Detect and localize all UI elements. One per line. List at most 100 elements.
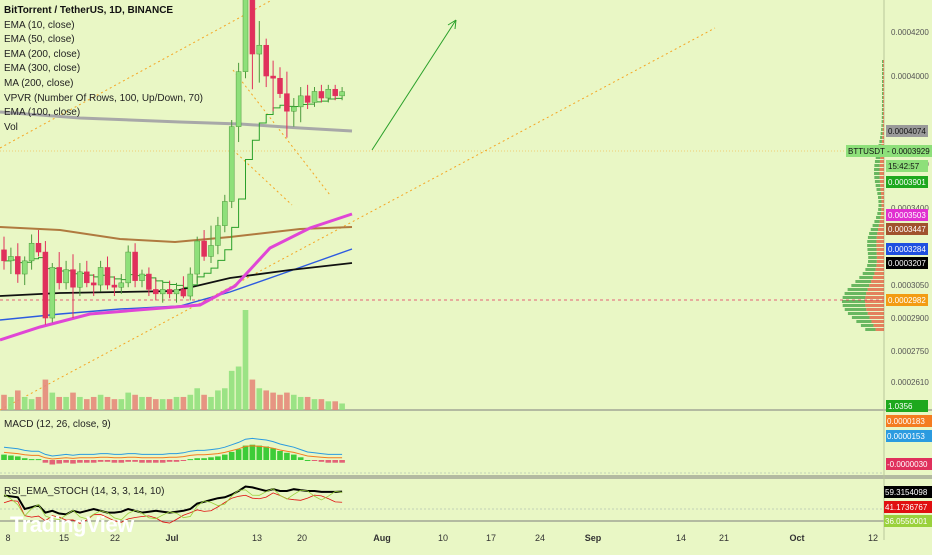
indicator-volume[interactable]: Vol xyxy=(4,121,18,133)
macd-histogram-bar xyxy=(208,457,214,460)
vpvr-bar-up xyxy=(877,192,881,195)
volume-bar xyxy=(1,394,7,410)
vpvr-bar-down xyxy=(880,184,884,187)
indicator-ema300[interactable]: EMA (300, close) xyxy=(4,63,81,75)
vpvr-bar-down xyxy=(879,168,884,171)
macd-histogram-bar xyxy=(235,449,242,460)
macd-histogram-bar xyxy=(291,454,297,460)
indicator-vpvr[interactable]: VPVR (Number Of Rows, 100, Up/Down, 70) xyxy=(4,92,203,104)
price-tick-label: 0.0002750 xyxy=(891,347,929,356)
macd-histogram-bar xyxy=(153,460,159,463)
candle-body xyxy=(180,289,187,297)
vpvr-bar-down xyxy=(883,68,884,71)
volume-bar xyxy=(90,396,97,410)
candle-body xyxy=(249,0,256,55)
vpvr-bar-down xyxy=(883,92,884,95)
vpvr-bar-up xyxy=(881,92,884,95)
candle-body xyxy=(21,260,28,275)
candle-body xyxy=(139,273,145,281)
vpvr-bar-up xyxy=(867,248,877,251)
indicator-ema50[interactable]: EMA (50, close) xyxy=(4,34,75,46)
macd-histogram-bar xyxy=(166,460,173,462)
vpvr-bar-up xyxy=(874,172,880,175)
vpvr-bar-down xyxy=(879,160,884,163)
vpvr-bar-down xyxy=(881,204,884,207)
macd-histogram-bar xyxy=(215,456,221,460)
vpvr-bar-up xyxy=(874,164,880,167)
vpvr-bar-up xyxy=(874,160,880,163)
vpvr-bar-up xyxy=(881,116,884,119)
vpvr-bar-up xyxy=(865,328,876,331)
price-label-text: 0.0003207 xyxy=(888,259,926,268)
price-label-text: 0.0003284 xyxy=(888,245,926,254)
volume-bar xyxy=(77,396,83,410)
volume-bar xyxy=(153,399,159,410)
candle-body xyxy=(332,88,338,97)
macd-histogram-bar xyxy=(90,460,97,463)
indicator-ema100[interactable]: EMA (100, close) xyxy=(4,107,81,119)
volume-bar xyxy=(318,399,325,410)
volume-bar xyxy=(256,388,263,410)
volume-bar xyxy=(111,399,118,410)
macd-histogram-bar xyxy=(42,460,49,463)
price-label-box xyxy=(886,209,928,221)
vpvr-bar-up xyxy=(881,84,884,87)
candle-body xyxy=(70,269,76,288)
volume-bar xyxy=(222,388,228,410)
indicator-ema200[interactable]: EMA (200, close) xyxy=(4,48,81,60)
volume-bar xyxy=(180,396,187,410)
vpvr-bar-down xyxy=(883,96,884,99)
macd-histogram-bar xyxy=(228,451,235,460)
candle-body xyxy=(90,282,97,286)
vpvr-bar-down xyxy=(882,128,884,131)
volume-bar xyxy=(21,396,28,410)
price-label-text: 1.0356 xyxy=(888,402,913,411)
stoch-label-box xyxy=(884,501,932,513)
candle-body xyxy=(1,249,7,262)
vpvr-bar-up xyxy=(881,88,884,91)
vpvr-bar-down xyxy=(876,240,884,243)
candle-body xyxy=(159,289,166,295)
candle-body xyxy=(208,245,214,257)
vpvr-bar-up xyxy=(874,180,880,183)
macd-label-box xyxy=(886,430,932,442)
candle-body xyxy=(77,271,83,288)
vpvr-bar-up xyxy=(881,112,884,115)
candle-body xyxy=(132,251,138,281)
price-label-box xyxy=(886,125,928,137)
volume-bar xyxy=(56,396,62,410)
ema50-line xyxy=(0,212,353,342)
indicator-ema10[interactable]: EMA (10, close) xyxy=(4,19,75,31)
macd-label-text: -0.0000030 xyxy=(887,460,928,469)
candle-body xyxy=(153,289,159,295)
macd-histogram-bar xyxy=(277,451,283,460)
stoch-pane-label[interactable]: RSI_EMA_STOCH (14, 3, 3, 14, 10) xyxy=(4,486,165,497)
vpvr-bar-up xyxy=(881,80,884,83)
vpvr-bar-down xyxy=(865,296,884,299)
macd-histogram-bar xyxy=(8,455,14,460)
macd-pane-label[interactable]: MACD (12, 26, close, 9) xyxy=(4,419,111,430)
volume-bar xyxy=(104,396,111,410)
macd-histogram-bar xyxy=(270,448,276,460)
vpvr-bar-down xyxy=(876,248,884,251)
macd-histogram-bar xyxy=(325,460,332,463)
volume-bar xyxy=(15,390,21,410)
vpvr-bar-down xyxy=(866,308,884,311)
volume-bar xyxy=(325,401,332,410)
price-label-box xyxy=(886,223,928,235)
indicator-ma200[interactable]: MA (200, close) xyxy=(4,77,74,89)
macd-histogram-bar xyxy=(63,460,69,463)
vpvr-bar-down xyxy=(880,212,884,215)
volume-bar xyxy=(215,390,221,410)
price-label-text: 0.0002982 xyxy=(888,296,926,305)
vpvr-bar-up xyxy=(882,60,884,63)
price-label-text: 0.0004074 xyxy=(888,127,926,136)
time-tick-label: 12 xyxy=(868,533,878,543)
vpvr-bar-up xyxy=(859,276,873,279)
vpvr-bar-up xyxy=(847,288,868,291)
macd-histogram-bar xyxy=(104,460,111,462)
vpvr-bar-up xyxy=(856,320,872,323)
vpvr-bar-up xyxy=(841,300,866,303)
